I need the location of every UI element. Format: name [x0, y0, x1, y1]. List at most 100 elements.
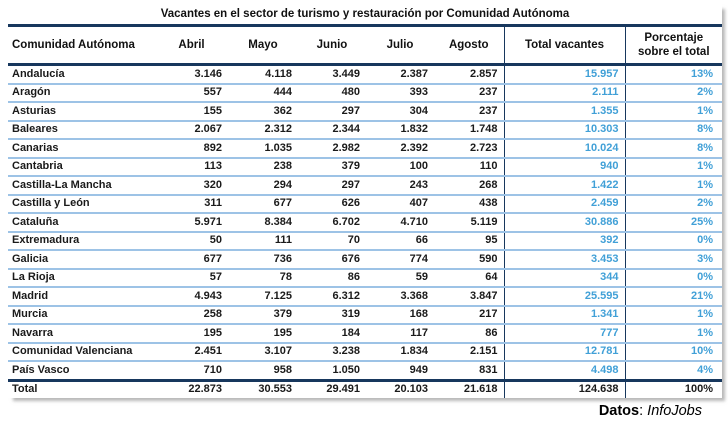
- value-cell: 444: [228, 83, 298, 103]
- value-cell: 379: [298, 157, 366, 177]
- region-cell: Murcia: [8, 305, 155, 325]
- data-source-separator: :: [639, 403, 648, 419]
- value-cell: 86: [434, 324, 504, 344]
- value-cell: 0%: [624, 231, 722, 251]
- value-cell: 1.834: [366, 342, 434, 362]
- value-cell: 2.857: [434, 64, 504, 85]
- value-cell: 2.392: [366, 139, 434, 159]
- col-header-julio: Julio: [366, 27, 434, 66]
- col-header-agosto: Agosto: [434, 27, 504, 66]
- value-cell: 3.847: [434, 287, 504, 307]
- value-cell: 480: [298, 83, 366, 103]
- value-cell: 677: [155, 250, 228, 270]
- value-cell: 237: [434, 83, 504, 103]
- value-cell: 25.595: [503, 287, 625, 307]
- value-cell: 379: [228, 305, 298, 325]
- value-cell: 15.957: [503, 64, 625, 85]
- value-cell: 110: [434, 157, 504, 177]
- value-cell: 78: [228, 268, 298, 288]
- col-header-region: Comunidad Autónoma: [8, 27, 155, 66]
- region-cell: Canarias: [8, 139, 155, 159]
- value-cell: 155: [155, 102, 228, 122]
- value-cell: 10%: [624, 342, 722, 362]
- table-row: Murcia 258 379 319 168 217 1.341 1%: [8, 305, 722, 325]
- value-cell: 2.111: [503, 83, 625, 103]
- region-cell: Navarra: [8, 324, 155, 344]
- value-cell: 2%: [624, 194, 722, 214]
- value-cell: 2.982: [298, 139, 366, 159]
- value-cell: 20.103: [366, 378, 434, 398]
- value-cell: 2.151: [434, 342, 504, 362]
- table-row: Comunidad Valenciana 2.451 3.107 3.238 1.834…: [8, 342, 722, 362]
- value-cell: 66: [366, 231, 434, 251]
- value-cell: 2.344: [298, 120, 366, 140]
- value-cell: 124.638: [503, 378, 625, 398]
- value-cell: 25%: [624, 213, 722, 233]
- value-cell: 168: [366, 305, 434, 325]
- value-cell: 2.459: [503, 194, 625, 214]
- region-cell: Baleares: [8, 120, 155, 140]
- value-cell: 12.781: [503, 342, 625, 362]
- value-cell: 1.422: [503, 176, 625, 196]
- table-row: Castilla y León 311 677 626 407 438 2.459 2%: [8, 194, 722, 214]
- value-cell: 8%: [624, 139, 722, 159]
- value-cell: 195: [228, 324, 298, 344]
- table-row: La Rioja 57 78 86 59 64 344 0%: [8, 268, 722, 288]
- value-cell: 1.035: [228, 139, 298, 159]
- table-row: Aragón 557 444 480 393 237 2.111 2%: [8, 83, 722, 103]
- value-cell: 626: [298, 194, 366, 214]
- vacancies-table-card: Vacantes en el sector de turismo y resta…: [8, 4, 722, 398]
- value-cell: 10.303: [503, 120, 625, 140]
- header-row: Comunidad Autónoma Abril Mayo Junio Juli…: [8, 27, 722, 66]
- table-header: Comunidad Autónoma Abril Mayo Junio Juli…: [8, 27, 722, 66]
- region-cell: La Rioja: [8, 268, 155, 288]
- table-row: Andalucía 3.146 4.118 3.449 2.387 2.857 15.957…: [8, 64, 722, 85]
- value-cell: 3.453: [503, 250, 625, 270]
- value-cell: 1%: [624, 324, 722, 344]
- value-cell: 958: [228, 361, 298, 381]
- table-row: Extremadura 50 111 70 66 95 392 0%: [8, 231, 722, 251]
- value-cell: 319: [298, 305, 366, 325]
- value-cell: 4.710: [366, 213, 434, 233]
- value-cell: 1%: [624, 305, 722, 325]
- value-cell: 50: [155, 231, 228, 251]
- value-cell: 95: [434, 231, 504, 251]
- region-cell: Comunidad Valenciana: [8, 342, 155, 362]
- value-cell: 238: [228, 157, 298, 177]
- value-cell: 774: [366, 250, 434, 270]
- value-cell: 100: [366, 157, 434, 177]
- value-cell: 6.312: [298, 287, 366, 307]
- value-cell: 64: [434, 268, 504, 288]
- value-cell: 184: [298, 324, 366, 344]
- value-cell: 2%: [624, 83, 722, 103]
- value-cell: 294: [228, 176, 298, 196]
- value-cell: 1.341: [503, 305, 625, 325]
- value-cell: 4.118: [228, 64, 298, 85]
- table-row: País Vasco 710 958 1.050 949 831 4.498 4%: [8, 361, 722, 381]
- table-row: Castilla-La Mancha 320 294 297 243 268 1.422 1%: [8, 176, 722, 196]
- value-cell: 5.971: [155, 213, 228, 233]
- region-cell: Castilla-La Mancha: [8, 176, 155, 196]
- region-cell: Cantabria: [8, 157, 155, 177]
- value-cell: 3%: [624, 250, 722, 270]
- value-cell: 677: [228, 194, 298, 214]
- value-cell: 297: [298, 176, 366, 196]
- col-header-junio: Junio: [298, 27, 366, 66]
- value-cell: 2.312: [228, 120, 298, 140]
- region-cell: País Vasco: [8, 361, 155, 381]
- value-cell: 117: [366, 324, 434, 344]
- value-cell: 111: [228, 231, 298, 251]
- value-cell: 237: [434, 102, 504, 122]
- value-cell: 1.748: [434, 120, 504, 140]
- col-header-mayo: Mayo: [228, 27, 298, 66]
- value-cell: 86: [298, 268, 366, 288]
- value-cell: 30.886: [503, 213, 625, 233]
- value-cell: 392: [503, 231, 625, 251]
- value-cell: 297: [298, 102, 366, 122]
- table-row: Baleares 2.067 2.312 2.344 1.832 1.748 10.303 8…: [8, 120, 722, 140]
- table-row: Navarra 195 195 184 117 86 777 1%: [8, 324, 722, 344]
- value-cell: 6.702: [298, 213, 366, 233]
- value-cell: 407: [366, 194, 434, 214]
- value-cell: 70: [298, 231, 366, 251]
- value-cell: 0%: [624, 268, 722, 288]
